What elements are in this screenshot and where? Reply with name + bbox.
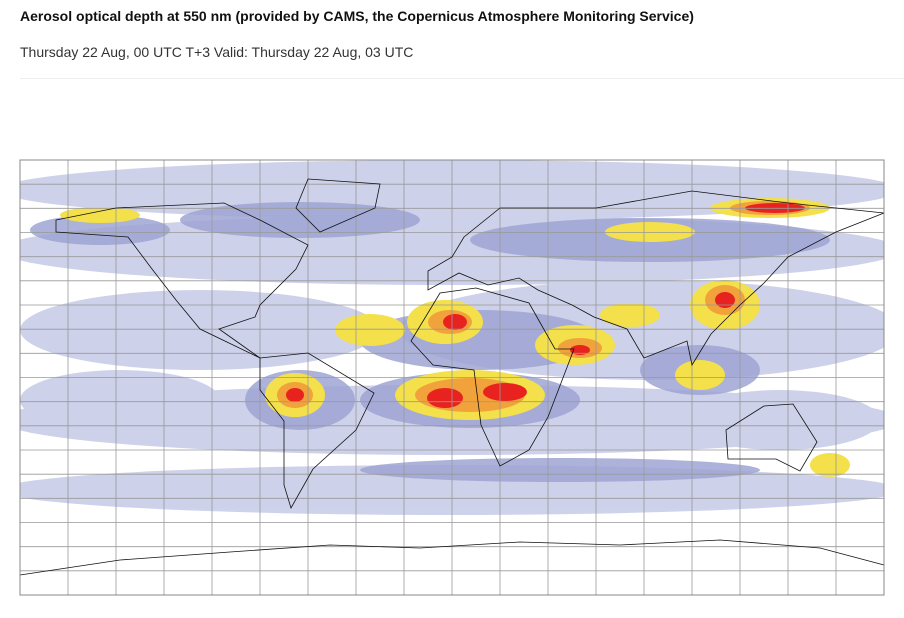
separator: [20, 78, 904, 79]
title: Aerosol optical depth at 550 nm (provide…: [20, 8, 694, 24]
map-frame: [19, 159, 885, 596]
subtitle: Thursday 22 Aug, 00 UTC T+3 Valid: Thurs…: [20, 44, 414, 60]
graticule: [20, 160, 884, 595]
coastlines: [19, 178, 885, 576]
